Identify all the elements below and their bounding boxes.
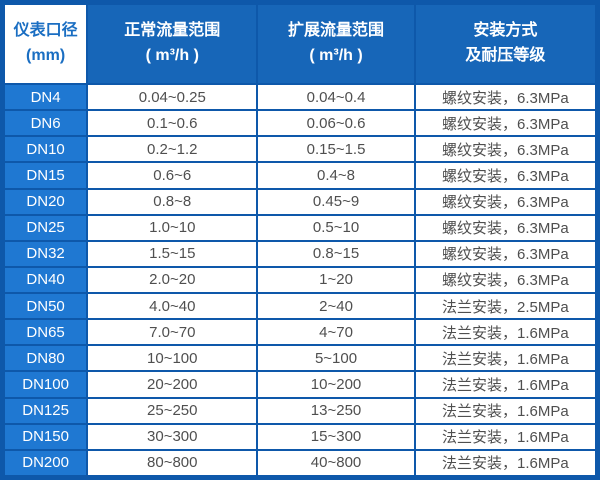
installation-cell: 螺纹安装，6.3MPa (415, 267, 595, 292)
diameter-cell: DN80 (5, 346, 87, 371)
diameter-cell: DN4 (5, 85, 87, 110)
installation-cell: 螺纹安装，6.3MPa (415, 85, 595, 110)
table-row: DN20 0.8~8 0.45~9 螺纹安装，6.3MPa (5, 189, 595, 214)
extended-range-cell: 13~250 (258, 398, 414, 423)
installation-cell: 法兰安装，1.6MPa (415, 372, 595, 397)
header-extended-range-line1: 扩展流量范围 (288, 22, 385, 40)
diameter-cell: DN100 (5, 372, 87, 397)
table-row: DN200 80~800 40~800 法兰安装，1.6MPa (5, 450, 595, 475)
header-extended-range: 扩展流量范围 ( m³/h ) (258, 5, 414, 83)
extended-range-cell: 0.06~0.6 (258, 111, 414, 136)
diameter-cell: DN125 (5, 398, 87, 423)
normal-range-cell: 80~800 (88, 450, 257, 475)
diameter-cell: DN40 (5, 267, 87, 292)
header-normal-range: 正常流量范围 ( m³/h ) (88, 5, 257, 83)
normal-range-cell: 0.6~6 (88, 163, 257, 188)
extended-range-cell: 15~300 (258, 424, 414, 449)
installation-cell: 法兰安装，1.6MPa (415, 346, 595, 371)
normal-range-cell: 0.2~1.2 (88, 137, 257, 162)
table-row: DN150 30~300 15~300 法兰安装，1.6MPa (5, 424, 595, 449)
table-row: DN80 10~100 5~100 法兰安装，1.6MPa (5, 346, 595, 371)
installation-cell: 法兰安装，1.6MPa (415, 398, 595, 423)
installation-cell: 法兰安装，1.6MPa (415, 320, 595, 345)
normal-range-cell: 0.8~8 (88, 189, 257, 214)
normal-range-cell: 20~200 (88, 372, 257, 397)
extended-range-cell: 0.45~9 (258, 189, 414, 214)
installation-cell: 螺纹安装，6.3MPa (415, 137, 595, 162)
diameter-cell: DN10 (5, 137, 87, 162)
table-row: DN15 0.6~6 0.4~8 螺纹安装，6.3MPa (5, 163, 595, 188)
installation-cell: 法兰安装，2.5MPa (415, 294, 595, 319)
header-installation: 安装方式 及耐压等级 (415, 5, 595, 83)
installation-cell: 螺纹安装，6.3MPa (415, 189, 595, 214)
normal-range-cell: 2.0~20 (88, 267, 257, 292)
diameter-cell: DN15 (5, 163, 87, 188)
extended-range-cell: 4~70 (258, 320, 414, 345)
diameter-cell: DN25 (5, 215, 87, 240)
diameter-cell: DN6 (5, 111, 87, 136)
table-row: DN40 2.0~20 1~20 螺纹安装，6.3MPa (5, 267, 595, 292)
extended-range-cell: 0.4~8 (258, 163, 414, 188)
normal-range-cell: 7.0~70 (88, 320, 257, 345)
header-diameter-line2: (mm) (26, 47, 66, 64)
table-row: DN100 20~200 10~200 法兰安装，1.6MPa (5, 372, 595, 397)
table-body: DN4 0.04~0.25 0.04~0.4 螺纹安装，6.3MPa DN6 0.1~0.… (5, 85, 595, 475)
table-row: DN65 7.0~70 4~70 法兰安装，1.6MPa (5, 320, 595, 345)
extended-range-cell: 10~200 (258, 372, 414, 397)
extended-range-cell: 2~40 (258, 294, 414, 319)
extended-range-cell: 40~800 (258, 450, 414, 475)
table-row: DN125 25~250 13~250 法兰安装，1.6MPa (5, 398, 595, 423)
installation-cell: 法兰安装，1.6MPa (415, 424, 595, 449)
normal-range-cell: 0.04~0.25 (88, 85, 257, 110)
table-row: DN6 0.1~0.6 0.06~0.6 螺纹安装，6.3MPa (5, 111, 595, 136)
table-row: DN32 1.5~15 0.8~15 螺纹安装，6.3MPa (5, 241, 595, 266)
extended-range-cell: 5~100 (258, 346, 414, 371)
extended-range-cell: 0.15~1.5 (258, 137, 414, 162)
diameter-cell: DN32 (5, 241, 87, 266)
table-row: DN10 0.2~1.2 0.15~1.5 螺纹安装，6.3MPa (5, 137, 595, 162)
header-normal-range-line1: 正常流量范围 (124, 22, 221, 40)
normal-range-cell: 4.0~40 (88, 294, 257, 319)
spec-table: 仪表口径 (mm) 正常流量范围 ( m³/h ) 扩展流量范围 ( m³/h … (3, 3, 597, 477)
header-extended-range-line2: ( m³/h ) (309, 47, 363, 64)
installation-cell: 螺纹安装，6.3MPa (415, 215, 595, 240)
normal-range-cell: 25~250 (88, 398, 257, 423)
normal-range-cell: 30~300 (88, 424, 257, 449)
header-normal-range-line2: ( m³/h ) (145, 47, 199, 64)
diameter-cell: DN50 (5, 294, 87, 319)
extended-range-cell: 0.8~15 (258, 241, 414, 266)
header-diameter-line1: 仪表口径 (13, 22, 78, 40)
header-row: 仪表口径 (mm) 正常流量范围 ( m³/h ) 扩展流量范围 ( m³/h … (5, 5, 595, 83)
table-row: DN4 0.04~0.25 0.04~0.4 螺纹安装，6.3MPa (5, 85, 595, 110)
header-installation-line1: 安装方式 (473, 22, 538, 40)
installation-cell: 螺纹安装，6.3MPa (415, 163, 595, 188)
extended-range-cell: 0.5~10 (258, 215, 414, 240)
diameter-cell: DN20 (5, 189, 87, 214)
normal-range-cell: 1.5~15 (88, 241, 257, 266)
installation-cell: 螺纹安装，6.3MPa (415, 111, 595, 136)
normal-range-cell: 1.0~10 (88, 215, 257, 240)
extended-range-cell: 0.04~0.4 (258, 85, 414, 110)
extended-range-cell: 1~20 (258, 267, 414, 292)
diameter-cell: DN200 (5, 450, 87, 475)
header-installation-line2: 及耐压等级 (465, 47, 546, 64)
diameter-cell: DN65 (5, 320, 87, 345)
table-row: DN50 4.0~40 2~40 法兰安装，2.5MPa (5, 294, 595, 319)
normal-range-cell: 0.1~0.6 (88, 111, 257, 136)
installation-cell: 法兰安装，1.6MPa (415, 450, 595, 475)
normal-range-cell: 10~100 (88, 346, 257, 371)
installation-cell: 螺纹安装，6.3MPa (415, 241, 595, 266)
table-row: DN25 1.0~10 0.5~10 螺纹安装，6.3MPa (5, 215, 595, 240)
diameter-cell: DN150 (5, 424, 87, 449)
header-diameter: 仪表口径 (mm) (5, 5, 87, 83)
